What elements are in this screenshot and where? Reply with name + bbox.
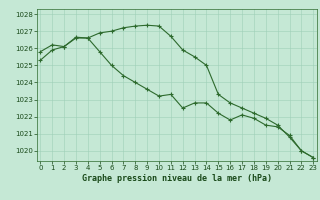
X-axis label: Graphe pression niveau de la mer (hPa): Graphe pression niveau de la mer (hPa): [82, 174, 272, 183]
